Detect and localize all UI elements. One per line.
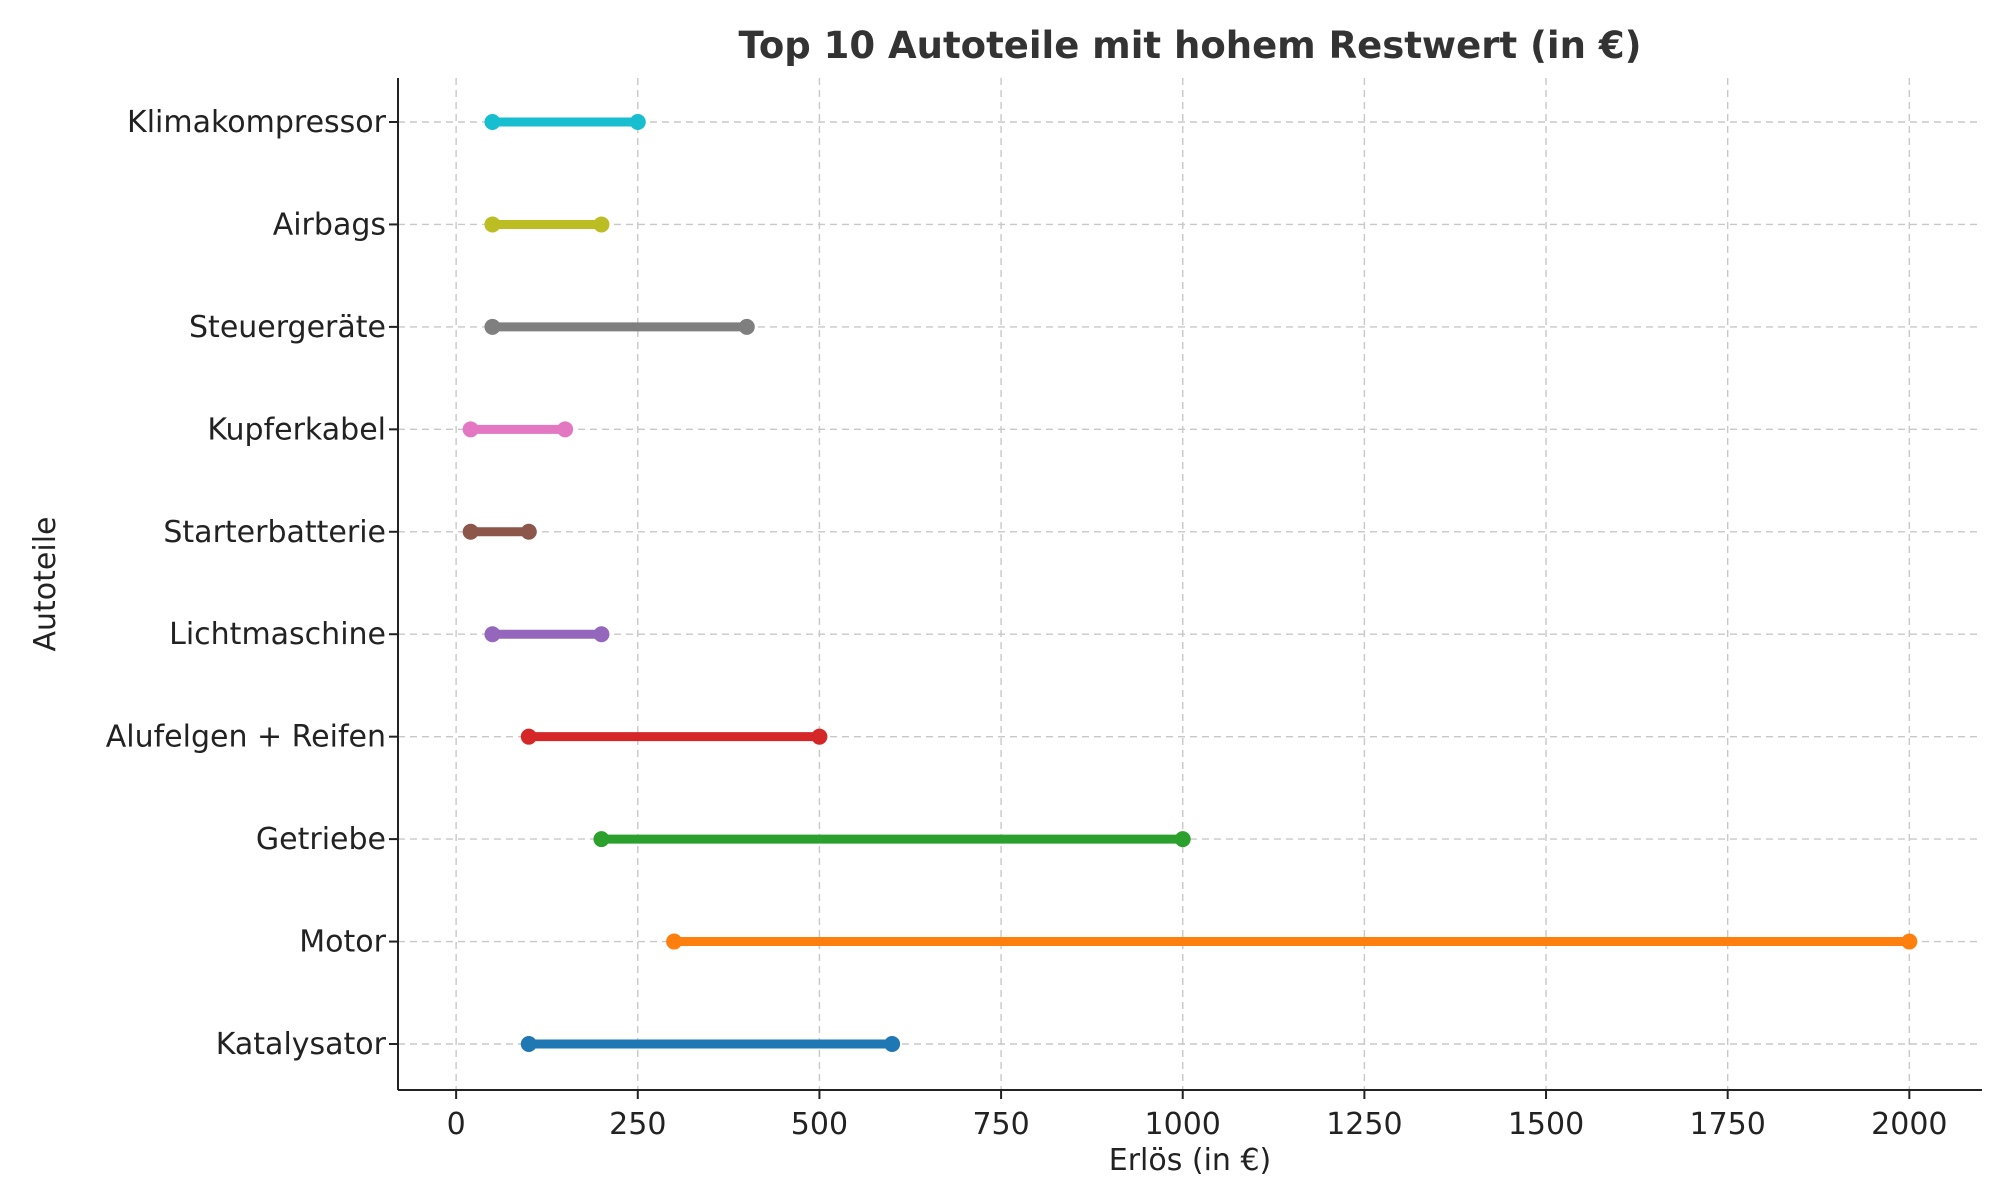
range-min-point: [484, 114, 501, 130]
range-min-point: [520, 728, 537, 745]
x-tick-label: 1750: [1690, 1107, 1766, 1142]
data-layer: [462, 114, 1918, 1052]
range-min-point: [484, 216, 501, 233]
range-max-point: [811, 728, 828, 745]
x-tick-label: 1000: [1145, 1107, 1221, 1142]
range-max-point: [1901, 933, 1918, 950]
category-label: Alufelgen + Reifen: [106, 720, 386, 755]
category-label: Lichtmaschine: [169, 617, 386, 652]
range-min-point: [520, 1036, 537, 1052]
category-label: Kupferkabel: [207, 412, 386, 447]
range-min-point: [593, 831, 610, 848]
x-axis-label: Erlös (in €): [1109, 1143, 1272, 1178]
range-min-point: [666, 933, 683, 950]
range-max-point: [1174, 831, 1191, 848]
x-tick-label: 750: [972, 1107, 1029, 1142]
range-max-point: [520, 523, 537, 540]
range-max-point: [593, 216, 610, 233]
range-max-point: [557, 421, 574, 438]
range-min-point: [462, 421, 479, 438]
category-label: Starterbatterie: [163, 515, 386, 550]
category-label: Klimakompressor: [127, 105, 387, 140]
x-tick-label: 2000: [1871, 1107, 1947, 1142]
range-min-point: [484, 318, 501, 335]
range-max-point: [884, 1036, 901, 1052]
range-max-point: [738, 318, 755, 335]
chart-title: Top 10 Autoteile mit hohem Restwert (in …: [739, 24, 1642, 67]
y-axis-label: Autoteile: [28, 517, 63, 652]
category-label: Airbags: [273, 207, 386, 242]
category-label: Katalysator: [216, 1027, 387, 1062]
category-label: Steuergeräte: [189, 310, 386, 345]
category-label: Motor: [299, 925, 386, 960]
range-max-point: [593, 626, 610, 643]
axis-layer: 0 250 500 750 1000 1250 1500 1750 2000 Katalysato…: [106, 78, 1982, 1142]
category-label: Getriebe: [256, 822, 386, 857]
range-max-point: [629, 114, 646, 130]
x-tick-label: 250: [609, 1107, 666, 1142]
x-tick-label: 500: [791, 1107, 848, 1142]
range-min-point: [484, 626, 501, 643]
x-tick-label: 1500: [1508, 1107, 1584, 1142]
x-tick-label: 0: [447, 1107, 466, 1142]
x-tick-label: 1250: [1326, 1107, 1402, 1142]
range-min-point: [462, 523, 479, 540]
